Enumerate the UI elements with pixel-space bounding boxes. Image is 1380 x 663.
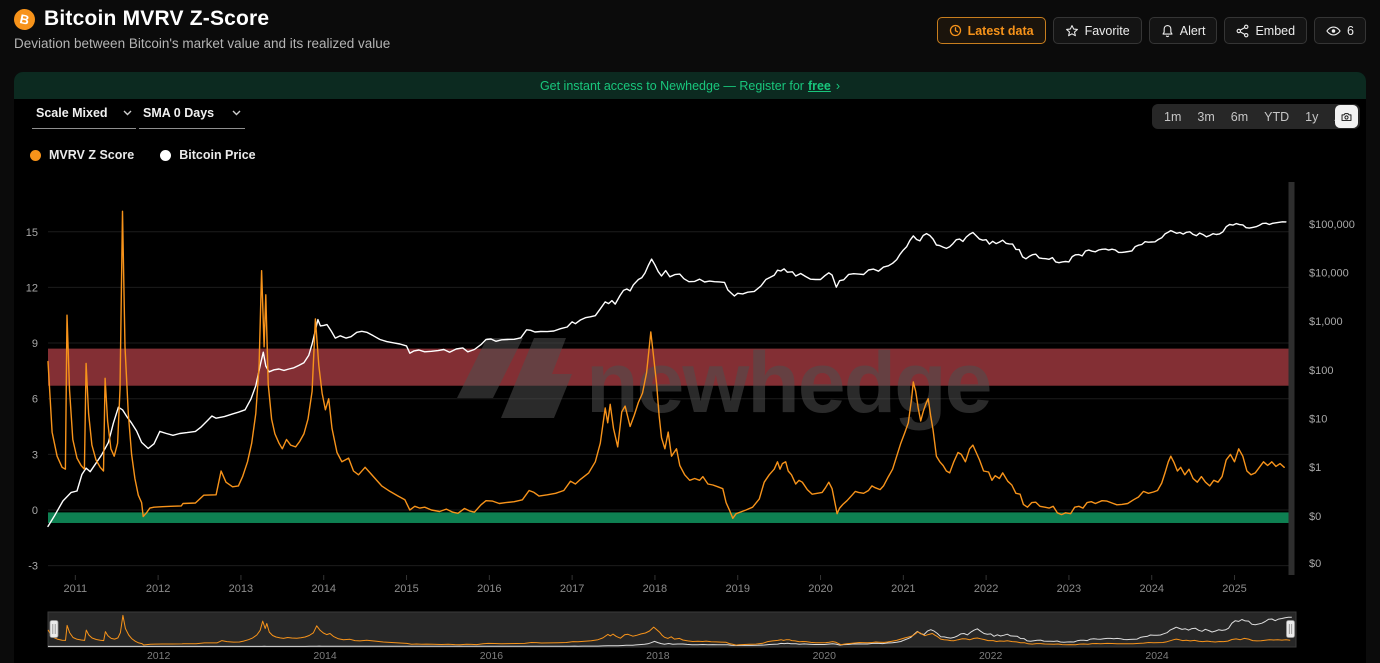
right-axis-tick-label: $100: [1309, 365, 1333, 377]
embed-button[interactable]: Embed: [1224, 17, 1308, 44]
right-axis-tick-label: $100,000: [1309, 219, 1355, 231]
favorite-button[interactable]: Favorite: [1052, 17, 1142, 44]
navigator-year-label: 2020: [813, 650, 837, 662]
scale-dropdown-label: Scale Mixed: [36, 106, 108, 120]
navigator-mvrv-line: [47, 614, 1291, 646]
watermark-text: newhedge: [586, 335, 991, 431]
mvrv-zscore-line: [47, 210, 1285, 519]
latest-data-label: Latest data: [967, 23, 1034, 38]
x-axis-year-label: 2014: [311, 583, 335, 595]
undervalued-zone-band: [48, 512, 1290, 523]
right-axis-tick-label: $10: [1309, 413, 1327, 425]
share-icon: [1236, 24, 1249, 37]
x-axis-year-label: 2021: [891, 583, 915, 595]
left-axis-tick-label: 3: [32, 449, 38, 461]
right-axis-tick-label: $0: [1309, 511, 1321, 523]
x-axis-year-label: 2018: [643, 583, 667, 595]
range-button-3m[interactable]: 3m: [1189, 107, 1222, 127]
navigator-year-label: 2024: [1145, 650, 1169, 662]
range-button-ytd[interactable]: YTD: [1256, 107, 1297, 127]
time-range-group: 1m3m6mYTD1yAll: [1152, 104, 1361, 129]
plot-right-scrollbar[interactable]: [1288, 182, 1295, 575]
mvrv-chart[interactable]: newhedge -3 0 3 6 9 12 15 $100,000 $10,000 $1,000 $…: [0, 178, 1380, 663]
overvalued-zone-band: [48, 348, 1290, 386]
chevron-down-icon: [123, 110, 132, 116]
navigator-year-label: 2012: [147, 650, 171, 662]
favorite-label: Favorite: [1084, 23, 1130, 38]
alert-button[interactable]: Alert: [1148, 17, 1218, 44]
navigator-year-label: 2014: [313, 650, 337, 662]
x-axis-year-label: 2022: [974, 583, 998, 595]
bitcoin-price-line: [47, 221, 1287, 528]
price-legend-dot: [160, 149, 172, 161]
x-axis-year-label: 2011: [63, 583, 87, 595]
x-axis-year-label: 2013: [229, 583, 253, 595]
left-axis-tick-label: -3: [28, 561, 38, 573]
header-actions: Latest data Favorite Alert Embed: [936, 17, 1366, 44]
right-axis-tick-label: $10,000: [1309, 268, 1349, 280]
camera-button[interactable]: [1335, 105, 1358, 128]
bitcoin-logo-icon: B: [12, 6, 37, 32]
navigator-right-handle[interactable]: [1286, 620, 1295, 638]
navigator[interactable]: [47, 611, 1297, 648]
bell-icon: [1162, 24, 1173, 37]
range-button-6m[interactable]: 6m: [1223, 107, 1256, 127]
x-axis-year-label: 2016: [477, 583, 501, 595]
alert-label: Alert: [1179, 23, 1206, 38]
right-axis-tick-label: $1,000: [1309, 316, 1343, 328]
newhedge-logo-icon: [501, 338, 572, 418]
clock-icon: [949, 24, 961, 37]
banner-free-link[interactable]: free: [807, 78, 831, 93]
price-legend-label: Bitcoin Price: [179, 148, 256, 162]
eye-icon: [1326, 25, 1341, 36]
views-button[interactable]: 6: [1314, 17, 1366, 44]
left-axis-tick-label: 15: [26, 227, 38, 239]
x-axis-year-label: 2025: [1222, 583, 1246, 595]
embed-label: Embed: [1255, 23, 1296, 38]
navigator-year-label: 2018: [646, 650, 670, 662]
x-axis-year-label: 2012: [146, 583, 170, 595]
legend-item-mvrv[interactable]: MVRV Z Score: [30, 148, 134, 162]
sma-dropdown[interactable]: SMA 0 Days: [139, 106, 245, 129]
star-icon: [1065, 24, 1078, 36]
left-axis-tick-label: 9: [32, 338, 38, 350]
left-axis-tick-label: 6: [32, 394, 38, 406]
header-title-row: B Bitcoin MVRV Z-Score: [12, 6, 270, 32]
page-subtitle: Deviation between Bitcoin's market value…: [14, 36, 391, 51]
banner-text: Get instant access to Newhedge — Registe…: [539, 78, 804, 93]
x-axis-year-label: 2019: [725, 583, 749, 595]
right-axis-tick-label: $0: [1309, 558, 1321, 570]
page-title: Bitcoin MVRV Z-Score: [44, 7, 270, 30]
x-axis-year-label: 2024: [1139, 583, 1163, 595]
chart-legend: MVRV Z Score Bitcoin Price: [30, 148, 256, 162]
camera-icon: [1341, 112, 1352, 121]
register-banner[interactable]: Get instant access to Newhedge — Registe…: [14, 72, 1366, 99]
x-axis-year-label: 2020: [808, 583, 832, 595]
navigator-price-line: [48, 616, 1292, 647]
mvrv-legend-label: MVRV Z Score: [49, 148, 135, 162]
mvrv-legend-dot: [30, 149, 41, 161]
navigator-year-label: 2016: [480, 650, 504, 662]
range-button-1m[interactable]: 1m: [1156, 107, 1189, 127]
navigator-left-handle[interactable]: [49, 620, 59, 638]
x-axis-year-label: 2023: [1057, 583, 1081, 595]
newhedge-logo-icon: [457, 338, 523, 398]
navigator-year-label: 2022: [979, 650, 1003, 662]
latest-data-button[interactable]: Latest data: [936, 17, 1046, 44]
right-axis-tick-label: $1: [1309, 462, 1321, 474]
chevron-down-icon: [232, 110, 241, 116]
x-axis-year-label: 2017: [560, 583, 584, 595]
legend-item-price[interactable]: Bitcoin Price: [160, 148, 256, 162]
view-count: 6: [1347, 23, 1354, 38]
range-button-1y[interactable]: 1y: [1297, 107, 1326, 127]
scale-dropdown[interactable]: Scale Mixed: [32, 106, 136, 129]
left-axis-tick-label: 0: [32, 505, 38, 517]
newhedge-watermark: newhedge: [457, 335, 993, 431]
x-axis-year-label: 2015: [394, 583, 418, 595]
left-axis-tick-label: 12: [26, 282, 38, 294]
sma-dropdown-label: SMA 0 Days: [143, 106, 215, 120]
banner-arrow-icon: ›: [835, 78, 841, 93]
